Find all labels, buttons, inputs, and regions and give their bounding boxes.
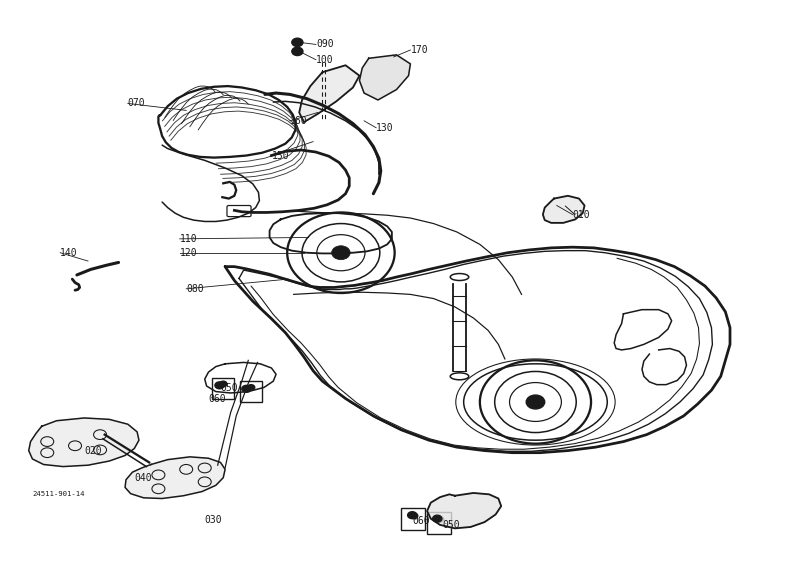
Text: 050: 050 bbox=[220, 383, 238, 393]
Circle shape bbox=[436, 517, 444, 522]
Text: 050: 050 bbox=[442, 520, 461, 530]
Polygon shape bbox=[427, 493, 501, 528]
Text: 110: 110 bbox=[180, 234, 197, 244]
Polygon shape bbox=[125, 457, 225, 499]
Text: 020: 020 bbox=[84, 445, 102, 456]
Text: 080: 080 bbox=[186, 284, 204, 294]
Text: 150: 150 bbox=[271, 150, 289, 160]
Circle shape bbox=[220, 381, 227, 387]
Text: 100: 100 bbox=[316, 55, 334, 65]
Polygon shape bbox=[299, 65, 359, 122]
Text: 040: 040 bbox=[134, 473, 152, 484]
Text: 130: 130 bbox=[376, 123, 394, 133]
Circle shape bbox=[408, 512, 417, 519]
Circle shape bbox=[292, 47, 303, 56]
Polygon shape bbox=[543, 196, 584, 223]
Text: 010: 010 bbox=[573, 210, 590, 219]
Circle shape bbox=[247, 385, 255, 390]
Text: 170: 170 bbox=[411, 45, 428, 55]
Text: 060: 060 bbox=[412, 517, 430, 526]
Circle shape bbox=[411, 513, 418, 519]
Circle shape bbox=[527, 395, 545, 409]
Text: 120: 120 bbox=[180, 248, 197, 257]
Text: 160: 160 bbox=[290, 116, 308, 126]
Text: 060: 060 bbox=[209, 393, 226, 403]
Text: 24511-901-14: 24511-901-14 bbox=[33, 491, 85, 496]
Polygon shape bbox=[359, 55, 411, 100]
Text: 070: 070 bbox=[128, 98, 145, 108]
Text: 090: 090 bbox=[316, 39, 334, 49]
Text: 030: 030 bbox=[205, 515, 222, 525]
Text: 140: 140 bbox=[60, 248, 78, 257]
Circle shape bbox=[215, 382, 224, 389]
Circle shape bbox=[331, 246, 351, 260]
Polygon shape bbox=[29, 418, 139, 467]
Circle shape bbox=[292, 38, 303, 47]
Circle shape bbox=[242, 385, 251, 392]
Circle shape bbox=[433, 515, 442, 522]
